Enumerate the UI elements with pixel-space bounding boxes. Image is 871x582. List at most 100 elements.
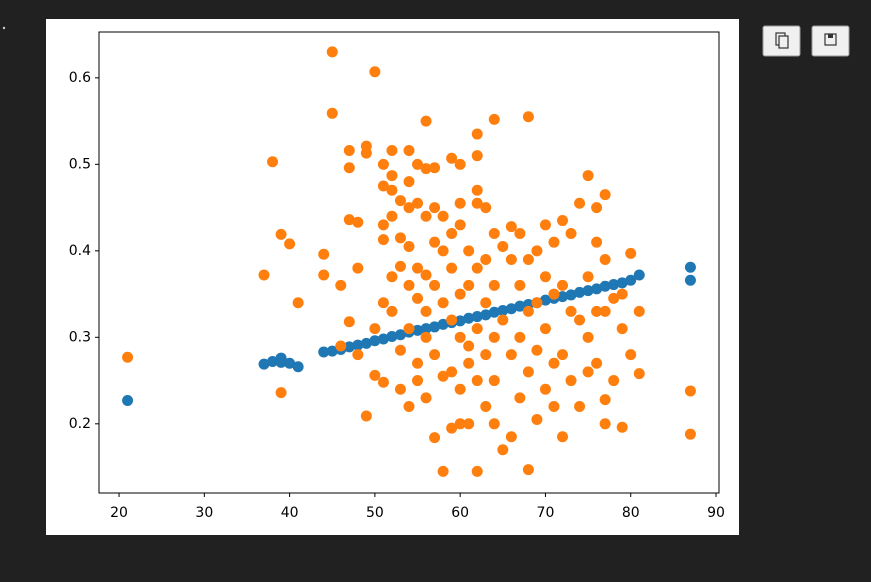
point xyxy=(599,189,611,201)
point xyxy=(565,375,577,387)
point xyxy=(292,361,304,373)
point xyxy=(377,234,389,246)
point xyxy=(539,294,551,306)
point xyxy=(343,144,355,156)
point xyxy=(394,383,406,395)
point xyxy=(429,279,441,291)
point xyxy=(531,413,543,425)
point xyxy=(360,410,372,422)
point xyxy=(557,215,569,227)
point xyxy=(488,228,500,240)
point xyxy=(318,248,330,260)
point xyxy=(394,260,406,272)
point xyxy=(497,314,509,326)
point xyxy=(394,232,406,244)
point xyxy=(377,219,389,231)
point xyxy=(471,150,483,162)
point xyxy=(403,202,415,214)
point xyxy=(471,375,483,387)
point xyxy=(488,418,500,430)
point xyxy=(557,291,569,303)
point xyxy=(275,387,287,399)
point xyxy=(684,428,696,440)
point xyxy=(616,323,628,335)
point xyxy=(633,368,645,380)
point xyxy=(505,253,517,265)
point xyxy=(565,228,577,240)
point xyxy=(454,418,466,430)
point xyxy=(599,253,611,265)
point xyxy=(505,303,517,315)
point xyxy=(267,356,279,368)
point xyxy=(497,305,509,317)
point xyxy=(403,323,415,335)
point xyxy=(318,346,330,358)
plot-area: 20 30 40 50 60 70 80 90 0.2 0.3 0.4 0.5 0.6 xyxy=(69,46,725,521)
save-button[interactable] xyxy=(811,25,850,57)
point xyxy=(548,288,560,300)
point xyxy=(497,240,509,252)
point xyxy=(539,383,551,395)
point xyxy=(420,331,432,343)
point xyxy=(454,331,466,343)
point xyxy=(437,245,449,257)
point xyxy=(429,321,441,333)
point xyxy=(548,357,560,369)
point xyxy=(386,271,398,283)
point xyxy=(122,351,134,363)
point xyxy=(480,297,492,309)
point xyxy=(429,202,441,214)
point xyxy=(574,197,586,209)
point xyxy=(386,144,398,156)
point xyxy=(454,197,466,209)
point xyxy=(557,431,569,443)
point xyxy=(352,339,364,351)
point xyxy=(326,107,338,119)
point xyxy=(412,262,424,274)
point xyxy=(565,289,577,301)
y-tick-label: 0.6 xyxy=(69,70,91,86)
point xyxy=(420,269,432,281)
point xyxy=(446,422,458,434)
point xyxy=(429,162,441,174)
point xyxy=(377,376,389,388)
point xyxy=(616,421,628,433)
point xyxy=(284,238,296,250)
point xyxy=(369,66,381,78)
point xyxy=(403,401,415,413)
point xyxy=(446,228,458,240)
point xyxy=(292,297,304,309)
point xyxy=(608,292,620,304)
point xyxy=(633,269,645,281)
point xyxy=(360,337,372,349)
point xyxy=(522,253,534,265)
point xyxy=(343,341,355,353)
point xyxy=(403,176,415,188)
point xyxy=(480,253,492,265)
point xyxy=(591,283,603,295)
point xyxy=(446,152,458,164)
point xyxy=(429,236,441,248)
point xyxy=(522,111,534,123)
point xyxy=(625,274,637,286)
point xyxy=(267,156,279,168)
point xyxy=(471,311,483,323)
point xyxy=(454,219,466,231)
point xyxy=(488,279,500,291)
point xyxy=(386,170,398,182)
x-tick-label: 90 xyxy=(707,505,725,521)
point xyxy=(446,366,458,378)
point xyxy=(514,300,526,312)
point xyxy=(582,366,594,378)
point xyxy=(429,432,441,444)
point xyxy=(377,158,389,170)
point xyxy=(531,344,543,356)
point xyxy=(574,401,586,413)
point xyxy=(471,262,483,274)
point xyxy=(471,465,483,477)
copy-button[interactable] xyxy=(762,25,801,57)
point xyxy=(122,394,134,406)
point xyxy=(582,170,594,182)
